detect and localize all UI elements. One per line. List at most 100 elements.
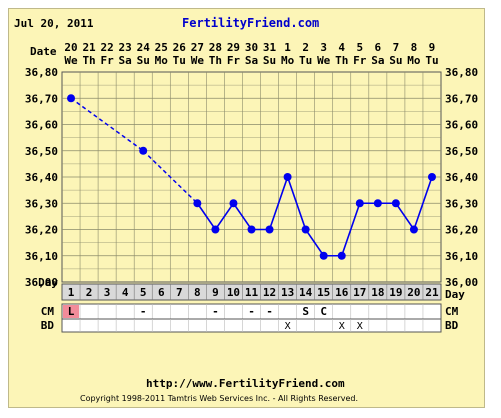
weekday-tick: We (191, 54, 205, 67)
y-tick-left: 36,60 (25, 119, 58, 132)
date-tick: 6 (375, 41, 382, 54)
day-tick: 3 (104, 286, 111, 299)
y-tick-left: 36,70 (25, 92, 58, 105)
day-tick: 9 (212, 286, 219, 299)
date-tick: 30 (245, 41, 258, 54)
day-tick: 2 (86, 286, 93, 299)
weekday-tick: Su (389, 54, 402, 67)
footer-url-link[interactable]: http://www.FertilityFriend.com (146, 377, 345, 390)
temperature-point (373, 199, 382, 208)
date-tick: 2 (302, 41, 309, 54)
temperature-point (265, 225, 274, 234)
y-tick-right: 36,30 (445, 197, 478, 210)
weekday-tick: Su (137, 54, 150, 67)
temperature-point (319, 251, 328, 260)
y-tick-left: 36,30 (25, 197, 58, 210)
date-tick: 1 (284, 41, 291, 54)
day-tick: 6 (158, 286, 165, 299)
day-tick: 10 (227, 286, 240, 299)
site-title-link[interactable]: FertilityFriend.com (182, 16, 320, 30)
weekday-tick: Th (335, 54, 348, 67)
cm-value: L (68, 305, 75, 318)
day-tick: 13 (281, 286, 294, 299)
day-row-label-left: Day (38, 276, 58, 289)
temperature-point (67, 94, 76, 103)
weekday-tick: Fr (227, 54, 241, 67)
day-row-band (61, 283, 442, 301)
day-tick: 16 (335, 286, 349, 299)
chart-date: Jul 20, 2011 (14, 17, 94, 30)
date-tick: 28 (209, 41, 222, 54)
weekday-tick: Mo (407, 54, 421, 67)
bd-row-label-left: BD (41, 319, 55, 332)
temperature-dashed-segment (70, 97, 144, 152)
y-tick-right: 36,40 (445, 171, 478, 184)
date-tick: 26 (173, 41, 187, 54)
day-tick: 11 (245, 286, 259, 299)
date-tick: 4 (338, 41, 345, 54)
copyright-text: Copyright 1998-2011 Tamtris Web Services… (80, 394, 359, 403)
date-tick: 25 (155, 41, 168, 54)
cm-value: - (248, 305, 255, 318)
bd-value: X (357, 321, 363, 332)
temperature-dashed-segment (142, 150, 198, 204)
date-tick: 24 (137, 41, 151, 54)
temperature-point (229, 199, 238, 208)
weekday-tick: Fr (353, 54, 367, 67)
weekday-tick: Tu (299, 54, 312, 67)
y-tick-left: 36,50 (25, 145, 58, 158)
day-tick: 14 (299, 286, 313, 299)
date-tick: 29 (227, 41, 240, 54)
date-tick: 7 (393, 41, 400, 54)
date-tick: 3 (320, 41, 327, 54)
temperature-point (247, 225, 256, 234)
y-tick-left: 36,00 (25, 276, 58, 289)
weekday-tick: Su (263, 54, 276, 67)
temperature-point (211, 225, 220, 234)
date-row-label: Date (30, 45, 57, 58)
y-tick-left: 36,10 (25, 250, 58, 263)
cm-value: - (212, 305, 219, 318)
weekday-tick: Sa (245, 54, 258, 67)
temperature-point (283, 173, 292, 181)
date-tick: 20 (64, 41, 77, 54)
temperature-point (391, 199, 400, 208)
date-tick: 8 (411, 41, 418, 54)
menstruation-cell (63, 305, 80, 318)
temperature-point (409, 225, 418, 234)
day-row-label-right: Day (445, 288, 465, 301)
day-tick: 15 (317, 286, 330, 299)
day-tick: 1 (68, 286, 75, 299)
y-tick-right: 36,20 (445, 224, 478, 237)
date-tick: 9 (429, 41, 436, 54)
y-tick-right: 36,60 (445, 119, 478, 132)
day-tick: 21 (425, 286, 439, 299)
y-tick-right: 36,70 (445, 92, 478, 105)
day-tick: 4 (122, 286, 129, 299)
day-tick: 7 (176, 286, 183, 299)
weekday-tick: Mo (155, 54, 169, 67)
temperature-point (139, 146, 148, 155)
weekday-tick: Sa (119, 54, 132, 67)
y-tick-right: 36,10 (445, 250, 478, 263)
cm-row-label-left: CM (41, 305, 55, 318)
day-tick: 8 (194, 286, 201, 299)
weekday-tick: Th (209, 54, 222, 67)
day-tick: 17 (353, 286, 366, 299)
date-tick: 23 (119, 41, 132, 54)
cm-value: C (320, 305, 327, 318)
day-tick: 5 (140, 286, 147, 299)
temperature-point (193, 199, 202, 208)
y-tick-left: 36,80 (25, 66, 58, 79)
day-tick: 19 (389, 286, 402, 299)
day-tick: 20 (407, 286, 420, 299)
y-tick-right: 36,80 (445, 66, 478, 79)
bd-value: X (285, 321, 291, 332)
cm-row-label-right: CM (445, 305, 459, 318)
temperature-point (355, 199, 364, 208)
day-tick: 18 (371, 286, 384, 299)
bd-row-label-right: BD (445, 319, 459, 332)
weekday-tick: Th (82, 54, 95, 67)
date-tick: 22 (100, 41, 113, 54)
